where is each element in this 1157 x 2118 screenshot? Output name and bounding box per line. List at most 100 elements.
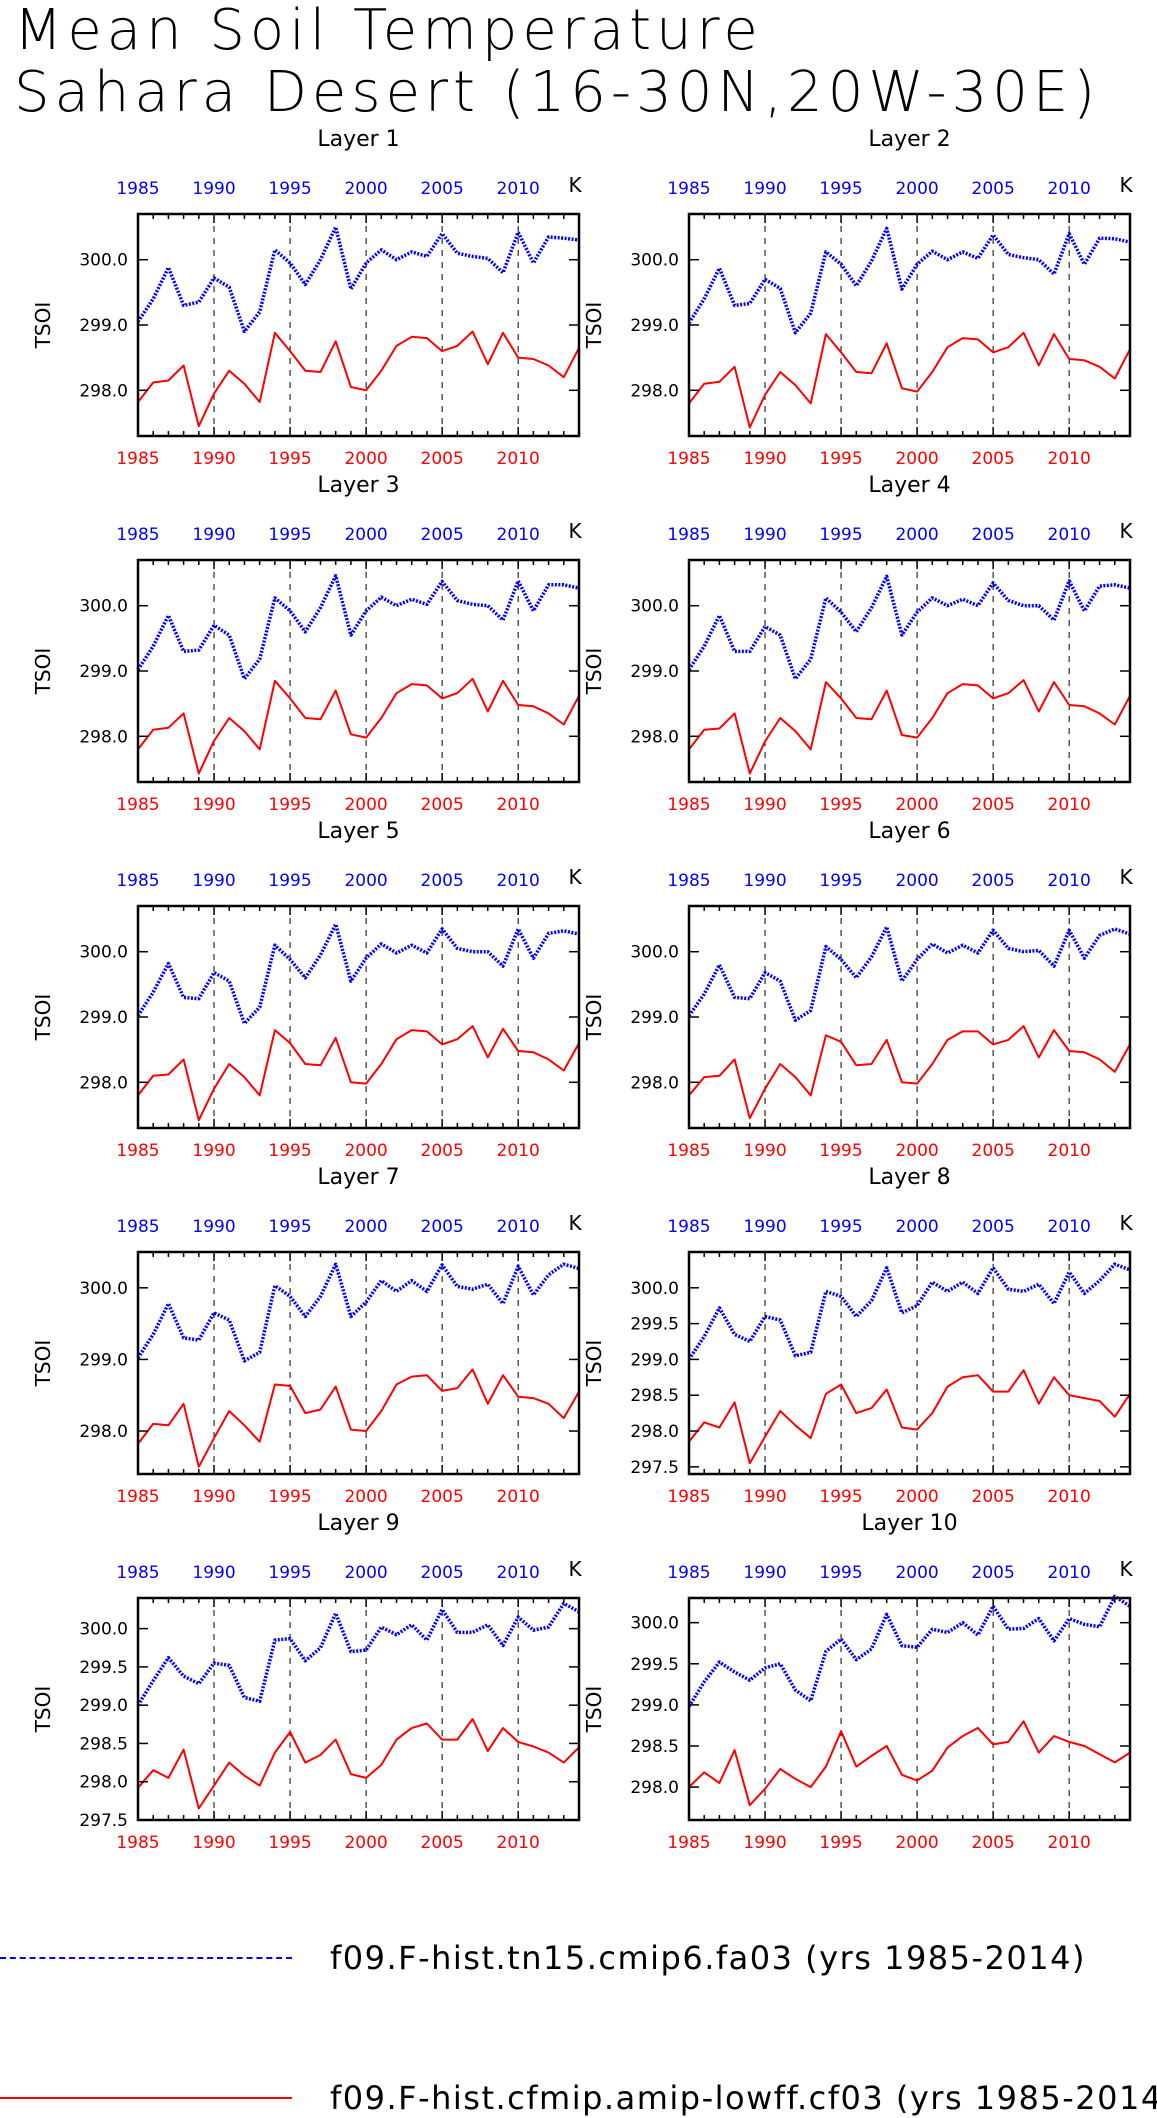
panel-title: Layer 4 (868, 473, 950, 498)
x-tick-label-top: 1990 (192, 1217, 235, 1237)
units-label: K (568, 1557, 582, 1581)
y-axis-label: TSOI (31, 994, 55, 1042)
x-tick-label-top: 2005 (421, 179, 464, 199)
y-tick-label: 300.0 (79, 251, 128, 271)
series-line-a (136, 922, 580, 1026)
y-tick-label: 298.0 (630, 1073, 679, 1093)
x-tick-label-top: 1985 (116, 1563, 159, 1583)
x-tick-label-top: 1985 (116, 179, 159, 199)
plot-frame (687, 1250, 1132, 1476)
units-label: K (568, 1211, 582, 1235)
x-tick-label-bottom: 1995 (268, 1487, 311, 1507)
panel-title: Layer 7 (317, 1165, 399, 1190)
x-tick-label-top: 2010 (1048, 1563, 1091, 1583)
x-tick-label-bottom: 2010 (497, 1141, 540, 1161)
x-tick-label-top: 1990 (743, 1217, 786, 1237)
y-tick-label: 299.0 (630, 316, 679, 336)
series-line-b (137, 330, 580, 428)
x-tick-label-bottom: 2005 (421, 1487, 464, 1507)
y-tick-label: 297.5 (630, 1458, 679, 1478)
series-line-b (137, 1368, 580, 1468)
y-tick-label: 299.0 (79, 1696, 128, 1716)
x-tick-label-bottom: 2005 (972, 795, 1015, 815)
x-tick-label-bottom: 2010 (497, 1487, 540, 1507)
x-tick-label-top: 1990 (743, 179, 786, 199)
x-tick-label-top: 2000 (344, 525, 387, 545)
y-tick-label: 300.0 (630, 1279, 679, 1299)
y-axis-label: TSOI (31, 302, 55, 350)
x-tick-label-top: 2010 (497, 871, 540, 891)
y-axis-label: TSOI (582, 994, 606, 1042)
chart-panel-6: Layer 6 K 1985 1985 1990 1990 1995 1995 2000 2000… (582, 819, 1133, 1161)
y-tick-label: 299.5 (630, 1655, 679, 1675)
x-tick-label-bottom: 1995 (819, 1833, 862, 1853)
x-tick-label-bottom: 1995 (819, 1487, 862, 1507)
y-tick-label: 299.0 (79, 662, 128, 682)
x-tick-label-bottom: 1985 (116, 795, 159, 815)
y-tick-label: 299.0 (630, 1008, 679, 1028)
x-tick-label-bottom: 2000 (895, 1487, 938, 1507)
x-tick-label-bottom: 1985 (667, 449, 710, 469)
x-tick-label-bottom: 2010 (1048, 449, 1091, 469)
y-axis-label: TSOI (582, 1686, 606, 1734)
x-tick-label-top: 2010 (497, 179, 540, 199)
y-tick-label: 299.0 (630, 1696, 679, 1716)
y-tick-label: 298.5 (79, 1734, 128, 1754)
x-tick-label-top: 1995 (819, 1563, 862, 1583)
x-tick-label-top: 2010 (1048, 1217, 1091, 1237)
x-tick-label-bottom: 2005 (421, 795, 464, 815)
x-tick-label-bottom: 2010 (497, 795, 540, 815)
x-tick-label-top: 2000 (344, 1563, 387, 1583)
y-tick-label: 297.5 (79, 1811, 128, 1831)
series-line-a (136, 1262, 580, 1363)
y-tick-label: 299.0 (630, 1350, 679, 1370)
x-tick-label-top: 1990 (743, 1563, 786, 1583)
units-label: K (568, 519, 582, 543)
x-tick-label-top: 1990 (192, 179, 235, 199)
x-tick-label-bottom: 2000 (895, 795, 938, 815)
x-tick-label-top: 2000 (895, 1563, 938, 1583)
x-tick-label-top: 2010 (497, 525, 540, 545)
x-tick-label-bottom: 1985 (116, 1833, 159, 1853)
x-tick-label-top: 1985 (667, 871, 710, 891)
legend-item-series-a: f09.F-hist.tn15.cmip6.fa03 (yrs 1985-201… (0, 1938, 1157, 1978)
y-tick-label: 298.0 (79, 727, 128, 747)
panel-title: Layer 2 (868, 127, 950, 152)
y-tick-label: 300.0 (630, 597, 679, 617)
series-line-a (687, 925, 1131, 1023)
x-tick-label-top: 1995 (819, 871, 862, 891)
series-line-b (137, 677, 580, 775)
x-tick-label-bottom: 2005 (972, 449, 1015, 469)
x-tick-label-bottom: 1990 (743, 1487, 786, 1507)
y-tick-label: 299.0 (630, 662, 679, 682)
plot-frame (136, 1250, 581, 1476)
legend-label-series-a: f09.F-hist.tn15.cmip6.fa03 (yrs 1985-201… (330, 1939, 1086, 1977)
units-label: K (1119, 1557, 1133, 1581)
y-tick-label: 299.0 (79, 1350, 128, 1370)
x-tick-label-bottom: 2010 (1048, 1141, 1091, 1161)
y-tick-label: 300.0 (630, 1614, 679, 1634)
chart-panel-1: Layer 1 K 1985 1985 1990 1990 1995 1995 2000 2000… (31, 127, 582, 469)
panel-title: Layer 3 (317, 473, 399, 498)
x-tick-label-top: 2000 (895, 525, 938, 545)
x-tick-label-top: 2005 (972, 1217, 1015, 1237)
series-line-b (688, 331, 1131, 429)
x-tick-label-top: 1990 (743, 871, 786, 891)
page-title: Mean Soil Temperature Sahara Desert (16-… (14, 0, 1100, 124)
x-tick-label-top: 1995 (268, 179, 311, 199)
x-tick-label-top: 2005 (972, 525, 1015, 545)
plot-frame (687, 212, 1132, 438)
y-tick-label: 298.0 (630, 727, 679, 747)
chart-panel-10: Layer 10 K 1985 1985 1990 1990 1995 1995 2000 200… (582, 1511, 1133, 1853)
y-tick-label: 298.0 (630, 1778, 679, 1798)
series-line-a (687, 1262, 1131, 1361)
x-tick-label-bottom: 1990 (743, 1141, 786, 1161)
panel-title: Layer 8 (868, 1165, 950, 1190)
x-tick-label-top: 2010 (1048, 525, 1091, 545)
x-tick-label-top: 1995 (819, 525, 862, 545)
x-tick-label-bottom: 1990 (192, 449, 235, 469)
y-axis-label: TSOI (582, 302, 606, 350)
page-title-line-1: Mean Soil Temperature (14, 0, 763, 63)
legend-swatch-series-b (0, 2097, 292, 2099)
series-line-b (688, 1369, 1131, 1465)
